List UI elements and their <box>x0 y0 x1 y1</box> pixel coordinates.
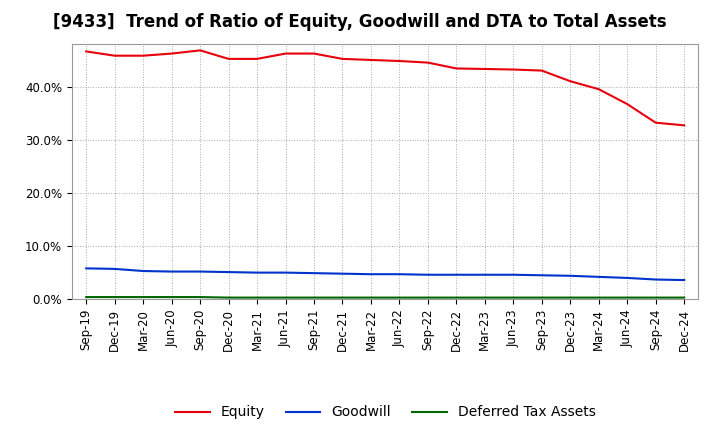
Deferred Tax Assets <box>310 295 318 300</box>
Deferred Tax Assets <box>566 295 575 300</box>
Deferred Tax Assets <box>196 294 204 300</box>
Equity <box>338 56 347 62</box>
Deferred Tax Assets <box>480 295 489 300</box>
Deferred Tax Assets <box>395 295 404 300</box>
Goodwill <box>452 272 461 277</box>
Equity <box>452 66 461 71</box>
Equity <box>480 66 489 72</box>
Deferred Tax Assets <box>253 295 261 300</box>
Equity <box>623 102 631 107</box>
Deferred Tax Assets <box>452 295 461 300</box>
Equity <box>395 59 404 64</box>
Deferred Tax Assets <box>82 294 91 300</box>
Goodwill <box>139 268 148 274</box>
Equity <box>537 68 546 73</box>
Goodwill <box>110 266 119 271</box>
Goodwill <box>623 275 631 281</box>
Goodwill <box>509 272 518 277</box>
Deferred Tax Assets <box>139 294 148 300</box>
Equity <box>253 56 261 62</box>
Goodwill <box>282 270 290 275</box>
Deferred Tax Assets <box>623 295 631 300</box>
Equity <box>509 67 518 72</box>
Goodwill <box>338 271 347 276</box>
Goodwill <box>537 273 546 278</box>
Equity <box>196 48 204 53</box>
Equity <box>167 51 176 56</box>
Text: [9433]  Trend of Ratio of Equity, Goodwill and DTA to Total Assets: [9433] Trend of Ratio of Equity, Goodwil… <box>53 13 667 31</box>
Equity <box>82 49 91 54</box>
Goodwill <box>680 278 688 283</box>
Deferred Tax Assets <box>110 294 119 300</box>
Equity <box>566 79 575 84</box>
Goodwill <box>310 271 318 276</box>
Goodwill <box>225 269 233 275</box>
Equity <box>310 51 318 56</box>
Goodwill <box>652 277 660 282</box>
Equity <box>366 57 375 62</box>
Goodwill <box>196 269 204 274</box>
Goodwill <box>566 273 575 279</box>
Goodwill <box>167 269 176 274</box>
Equity <box>110 53 119 59</box>
Deferred Tax Assets <box>366 295 375 300</box>
Deferred Tax Assets <box>282 295 290 300</box>
Goodwill <box>253 270 261 275</box>
Deferred Tax Assets <box>509 295 518 300</box>
Goodwill <box>82 266 91 271</box>
Deferred Tax Assets <box>595 295 603 300</box>
Goodwill <box>595 274 603 279</box>
Deferred Tax Assets <box>652 295 660 300</box>
Line: Equity: Equity <box>86 50 684 125</box>
Legend: Equity, Goodwill, Deferred Tax Assets: Equity, Goodwill, Deferred Tax Assets <box>169 400 601 425</box>
Deferred Tax Assets <box>225 295 233 300</box>
Goodwill <box>366 271 375 277</box>
Goodwill <box>480 272 489 277</box>
Goodwill <box>423 272 432 277</box>
Deferred Tax Assets <box>338 295 347 300</box>
Deferred Tax Assets <box>167 294 176 300</box>
Equity <box>595 87 603 92</box>
Equity <box>282 51 290 56</box>
Goodwill <box>395 271 404 277</box>
Deferred Tax Assets <box>423 295 432 300</box>
Deferred Tax Assets <box>537 295 546 300</box>
Equity <box>652 120 660 125</box>
Line: Goodwill: Goodwill <box>86 268 684 280</box>
Equity <box>225 56 233 62</box>
Equity <box>139 53 148 59</box>
Equity <box>680 123 688 128</box>
Equity <box>423 60 432 65</box>
Deferred Tax Assets <box>680 295 688 300</box>
